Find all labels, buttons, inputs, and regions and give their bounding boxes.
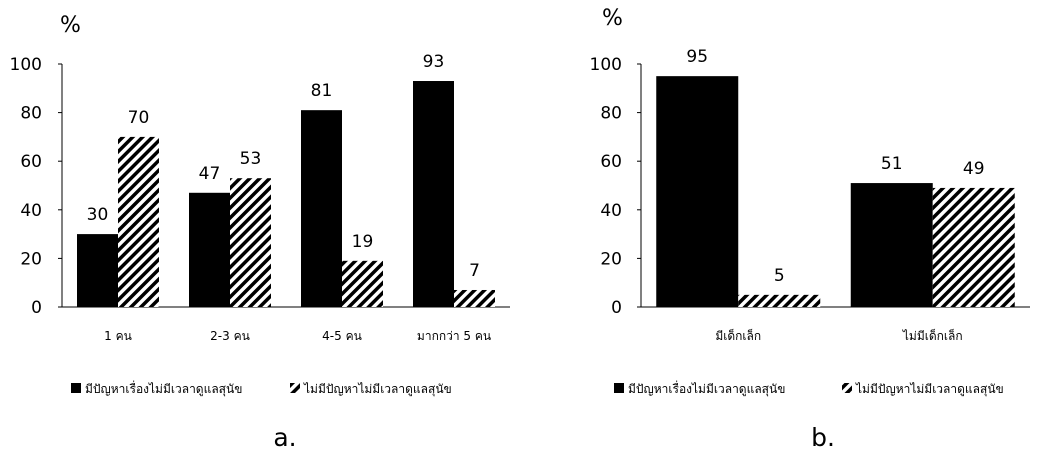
chart-a-value-labels: 30 70 47 53 81 19 93 7 [87, 52, 480, 281]
legend-striped-label: ไม่มีปัญหาไม่มีเวลาดูแลสุนัข [303, 382, 452, 397]
chart-b-value-labels: 95 5 51 49 [686, 47, 984, 286]
bar-value-label: 81 [311, 81, 333, 101]
chart-a-category-labels: 1 คน 2-3 คน 4-5 คน มากกว่า 5 คน [104, 329, 491, 343]
bar-value-label: 19 [352, 232, 374, 252]
bar-value-label: 7 [469, 261, 480, 281]
legend-striped-label: ไม่มีปัญหาไม่มีเวลาดูแลสุนัข [855, 382, 1004, 397]
bar-striped [932, 187, 1015, 307]
legend-solid-label: มีปัญหาเรื่องไม่มีเวลาดูแลสุนัข [85, 380, 242, 397]
bar-striped [738, 294, 821, 307]
legend-solid-label: มีปัญหาเรื่องไม่มีเวลาดูแลสุนัข [628, 380, 785, 397]
bar-value-label: 30 [87, 205, 109, 225]
y-tick-label: 100 [10, 55, 42, 75]
chart-a-legend: มีปัญหาเรื่องไม่มีเวลาดูแลสุนัข ไม่มีปัญ… [71, 380, 452, 397]
bar-value-label: 49 [963, 159, 985, 179]
legend-striped-swatch [842, 383, 852, 393]
y-tick-label: 0 [31, 298, 42, 318]
y-tick-label: 20 [20, 249, 42, 269]
legend-striped-swatch [290, 383, 300, 393]
bar-value-label: 93 [423, 52, 445, 72]
bar-striped [342, 260, 383, 307]
bar-striped [454, 289, 495, 307]
y-tick-label: 20 [600, 249, 622, 269]
chart-b-y-ticks: 0 20 40 60 80 100 [590, 55, 641, 318]
bar-striped [118, 136, 159, 307]
bar-solid [189, 192, 230, 307]
legend-solid-swatch [614, 383, 624, 393]
chart-b-legend: มีปัญหาเรื่องไม่มีเวลาดูแลสุนัข ไม่มีปัญ… [614, 380, 1004, 397]
chart-b: % 0 20 40 60 80 100 95 5 51 49 มีเด็กเล็ก ไม่มีเด… [590, 6, 1030, 452]
category-label: 2-3 คน [210, 329, 250, 343]
category-label: มากกว่า 5 คน [417, 329, 491, 343]
chart-b-category-labels: มีเด็กเล็ก ไม่มีเด็กเล็ก [715, 328, 962, 343]
category-label: มีเด็กเล็ก [715, 328, 761, 343]
bar-value-label: 5 [774, 266, 785, 286]
chart-b-panel-label: b. [811, 423, 835, 452]
bar-solid [413, 81, 454, 307]
chart-a-panel-label: a. [273, 423, 296, 452]
y-tick-label: 60 [600, 152, 622, 172]
y-tick-label: 0 [611, 298, 622, 318]
chart-a-bars [77, 81, 495, 307]
bar-value-label: 51 [881, 154, 903, 174]
bar-striped [230, 178, 271, 307]
y-tick-label: 100 [590, 55, 622, 75]
chart-b-y-unit: % [602, 6, 623, 31]
category-label: ไม่มีเด็กเล็ก [902, 328, 963, 343]
y-tick-label: 40 [600, 201, 622, 221]
category-label: 4-5 คน [322, 329, 362, 343]
chart-a-y-ticks: 0 20 40 60 80 100 [10, 55, 62, 318]
category-label: 1 คน [104, 329, 132, 343]
bar-value-label: 53 [240, 149, 262, 169]
y-tick-label: 80 [600, 104, 622, 124]
chart-a: % 0 20 40 60 80 100 30 70 47 53 81 19 93 7 1 คน 2-3 ค… [10, 13, 510, 452]
y-tick-label: 40 [20, 201, 42, 221]
bar-solid [77, 234, 118, 307]
bar-solid [850, 183, 933, 307]
chart-b-bars [656, 76, 1015, 308]
bar-solid [301, 110, 342, 307]
y-tick-label: 80 [20, 104, 42, 124]
bar-value-label: 95 [686, 47, 708, 67]
bar-solid [656, 76, 739, 308]
chart-a-y-unit: % [60, 13, 81, 38]
bar-value-label: 70 [128, 108, 150, 128]
bar-value-label: 47 [199, 164, 221, 184]
legend-solid-swatch [71, 383, 81, 393]
y-tick-label: 60 [20, 152, 42, 172]
